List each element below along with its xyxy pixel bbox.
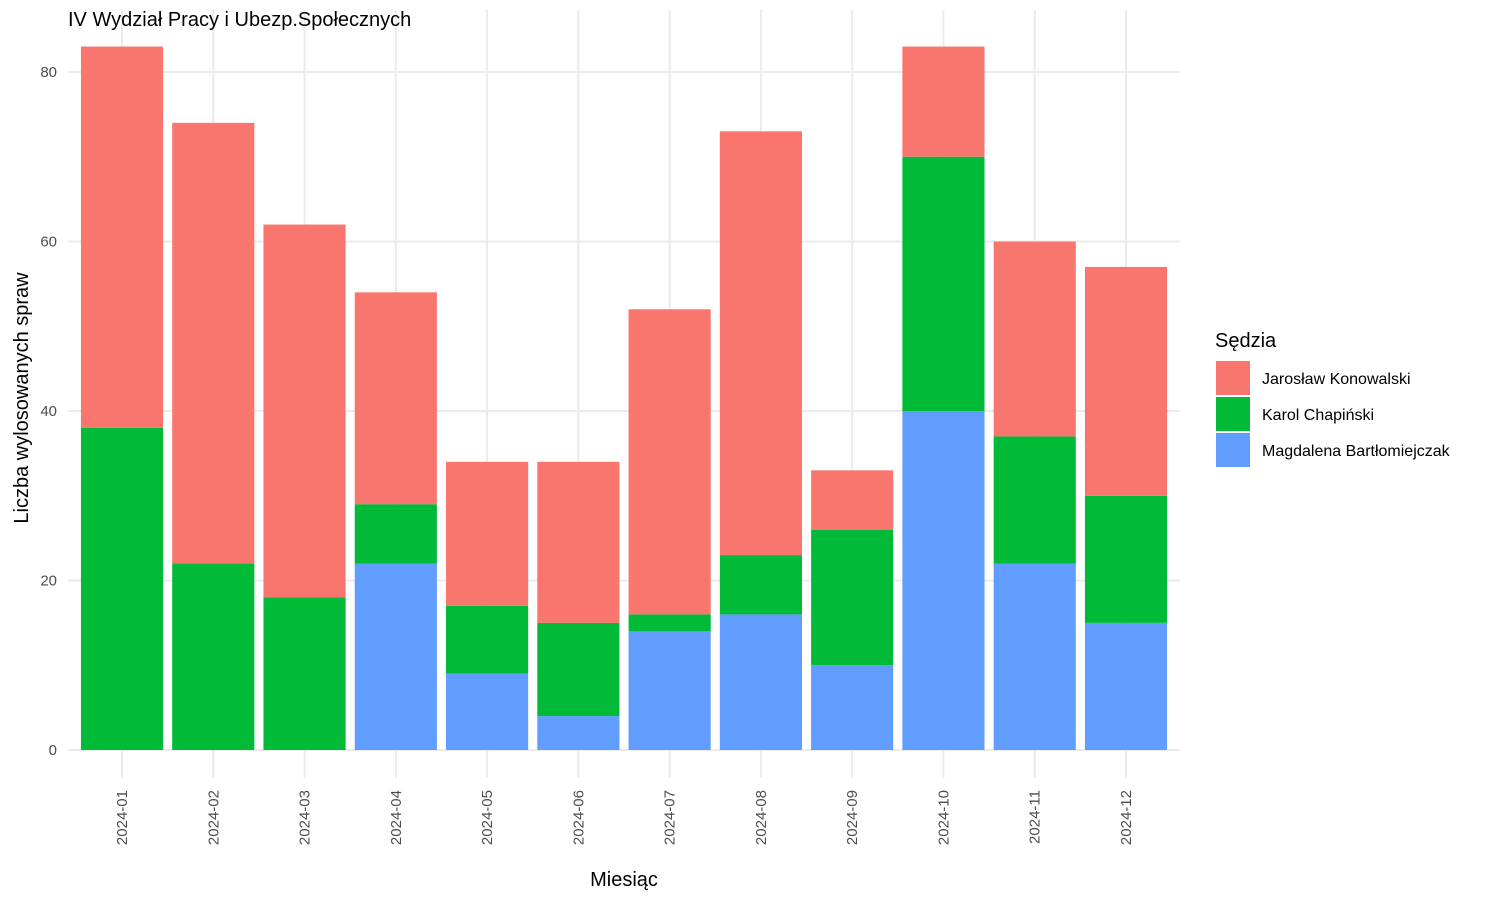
- bar-segment: [354, 504, 437, 564]
- bar-segment: [446, 461, 529, 606]
- bar-segment: [993, 241, 1076, 437]
- y-tick-label: 20: [40, 573, 57, 590]
- y-tick-label: 0: [49, 742, 57, 759]
- legend-key: [1216, 361, 1250, 395]
- bar-segment: [446, 673, 529, 750]
- bar-segment: [628, 614, 711, 632]
- x-axis-ticks: 2024-01 2024-02 2024-03 2024-04 2024-05 2024-…: [114, 790, 1135, 845]
- legend-label: Jarosław Konowalski: [1262, 371, 1411, 388]
- bar-segment: [172, 563, 255, 750]
- bar-segment: [811, 665, 894, 750]
- x-tick-label: 2024-09: [844, 790, 861, 845]
- bar-segment: [902, 156, 985, 411]
- legend: Sędzia Jarosław Konowalski Karol Chapińsk…: [1215, 330, 1451, 467]
- bar-segment: [80, 46, 164, 428]
- bar-segment: [537, 716, 620, 750]
- bar-segment: [80, 427, 164, 750]
- x-tick-label: 2024-11: [1027, 790, 1044, 844]
- y-tick-label: 60: [40, 234, 57, 251]
- bar-segment: [354, 292, 437, 505]
- bar-segment: [993, 563, 1076, 750]
- x-tick-label: 2024-08: [753, 790, 770, 845]
- bar-segment: [1084, 495, 1168, 623]
- bar-segment: [902, 411, 985, 750]
- bar-segment: [1084, 622, 1168, 750]
- y-axis-title: Liczba wylosowanych spraw: [11, 272, 33, 524]
- bar-segment: [1084, 266, 1168, 496]
- bar-segment: [263, 224, 346, 598]
- bar-segment: [263, 597, 346, 750]
- bars: [80, 46, 1168, 750]
- x-tick-label: 2024-07: [662, 790, 679, 845]
- bar-segment: [354, 563, 437, 750]
- x-axis-title: Miesiąc: [590, 869, 658, 891]
- x-tick-label: 2024-06: [570, 790, 587, 845]
- x-tick-label: 2024-04: [388, 790, 405, 845]
- bar-segment: [811, 529, 894, 666]
- bar-segment: [628, 309, 711, 615]
- legend-label: Magdalena Bartłomiejczak: [1262, 443, 1451, 460]
- bar-segment: [537, 461, 620, 623]
- bar-segment: [811, 470, 894, 530]
- bar-segment: [537, 622, 620, 717]
- y-tick-label: 40: [40, 403, 57, 420]
- bar-segment: [902, 46, 985, 157]
- x-tick-label: 2024-10: [935, 790, 952, 845]
- bar-segment: [719, 614, 802, 750]
- bar-segment: [628, 631, 711, 750]
- y-tick-label: 80: [40, 64, 57, 81]
- bar-segment: [172, 122, 255, 564]
- bar-segment: [446, 605, 529, 674]
- chart-title: IV Wydział Pracy i Ubezp.Społecznych: [68, 9, 411, 31]
- x-tick-label: 2024-03: [297, 790, 314, 845]
- y-axis-ticks: 0 20 40 60 80: [40, 64, 57, 759]
- bar-segment: [719, 555, 802, 615]
- legend-title: Sędzia: [1215, 330, 1277, 352]
- bar-segment: [719, 131, 802, 556]
- x-tick-label: 2024-12: [1118, 790, 1135, 845]
- x-tick-label: 2024-05: [479, 790, 496, 845]
- legend-key: [1216, 433, 1250, 467]
- x-tick-label: 2024-01: [114, 790, 131, 845]
- x-tick-label: 2024-02: [205, 790, 222, 845]
- legend-key: [1216, 397, 1250, 431]
- legend-label: Karol Chapiński: [1262, 407, 1374, 424]
- bar-segment: [993, 436, 1076, 564]
